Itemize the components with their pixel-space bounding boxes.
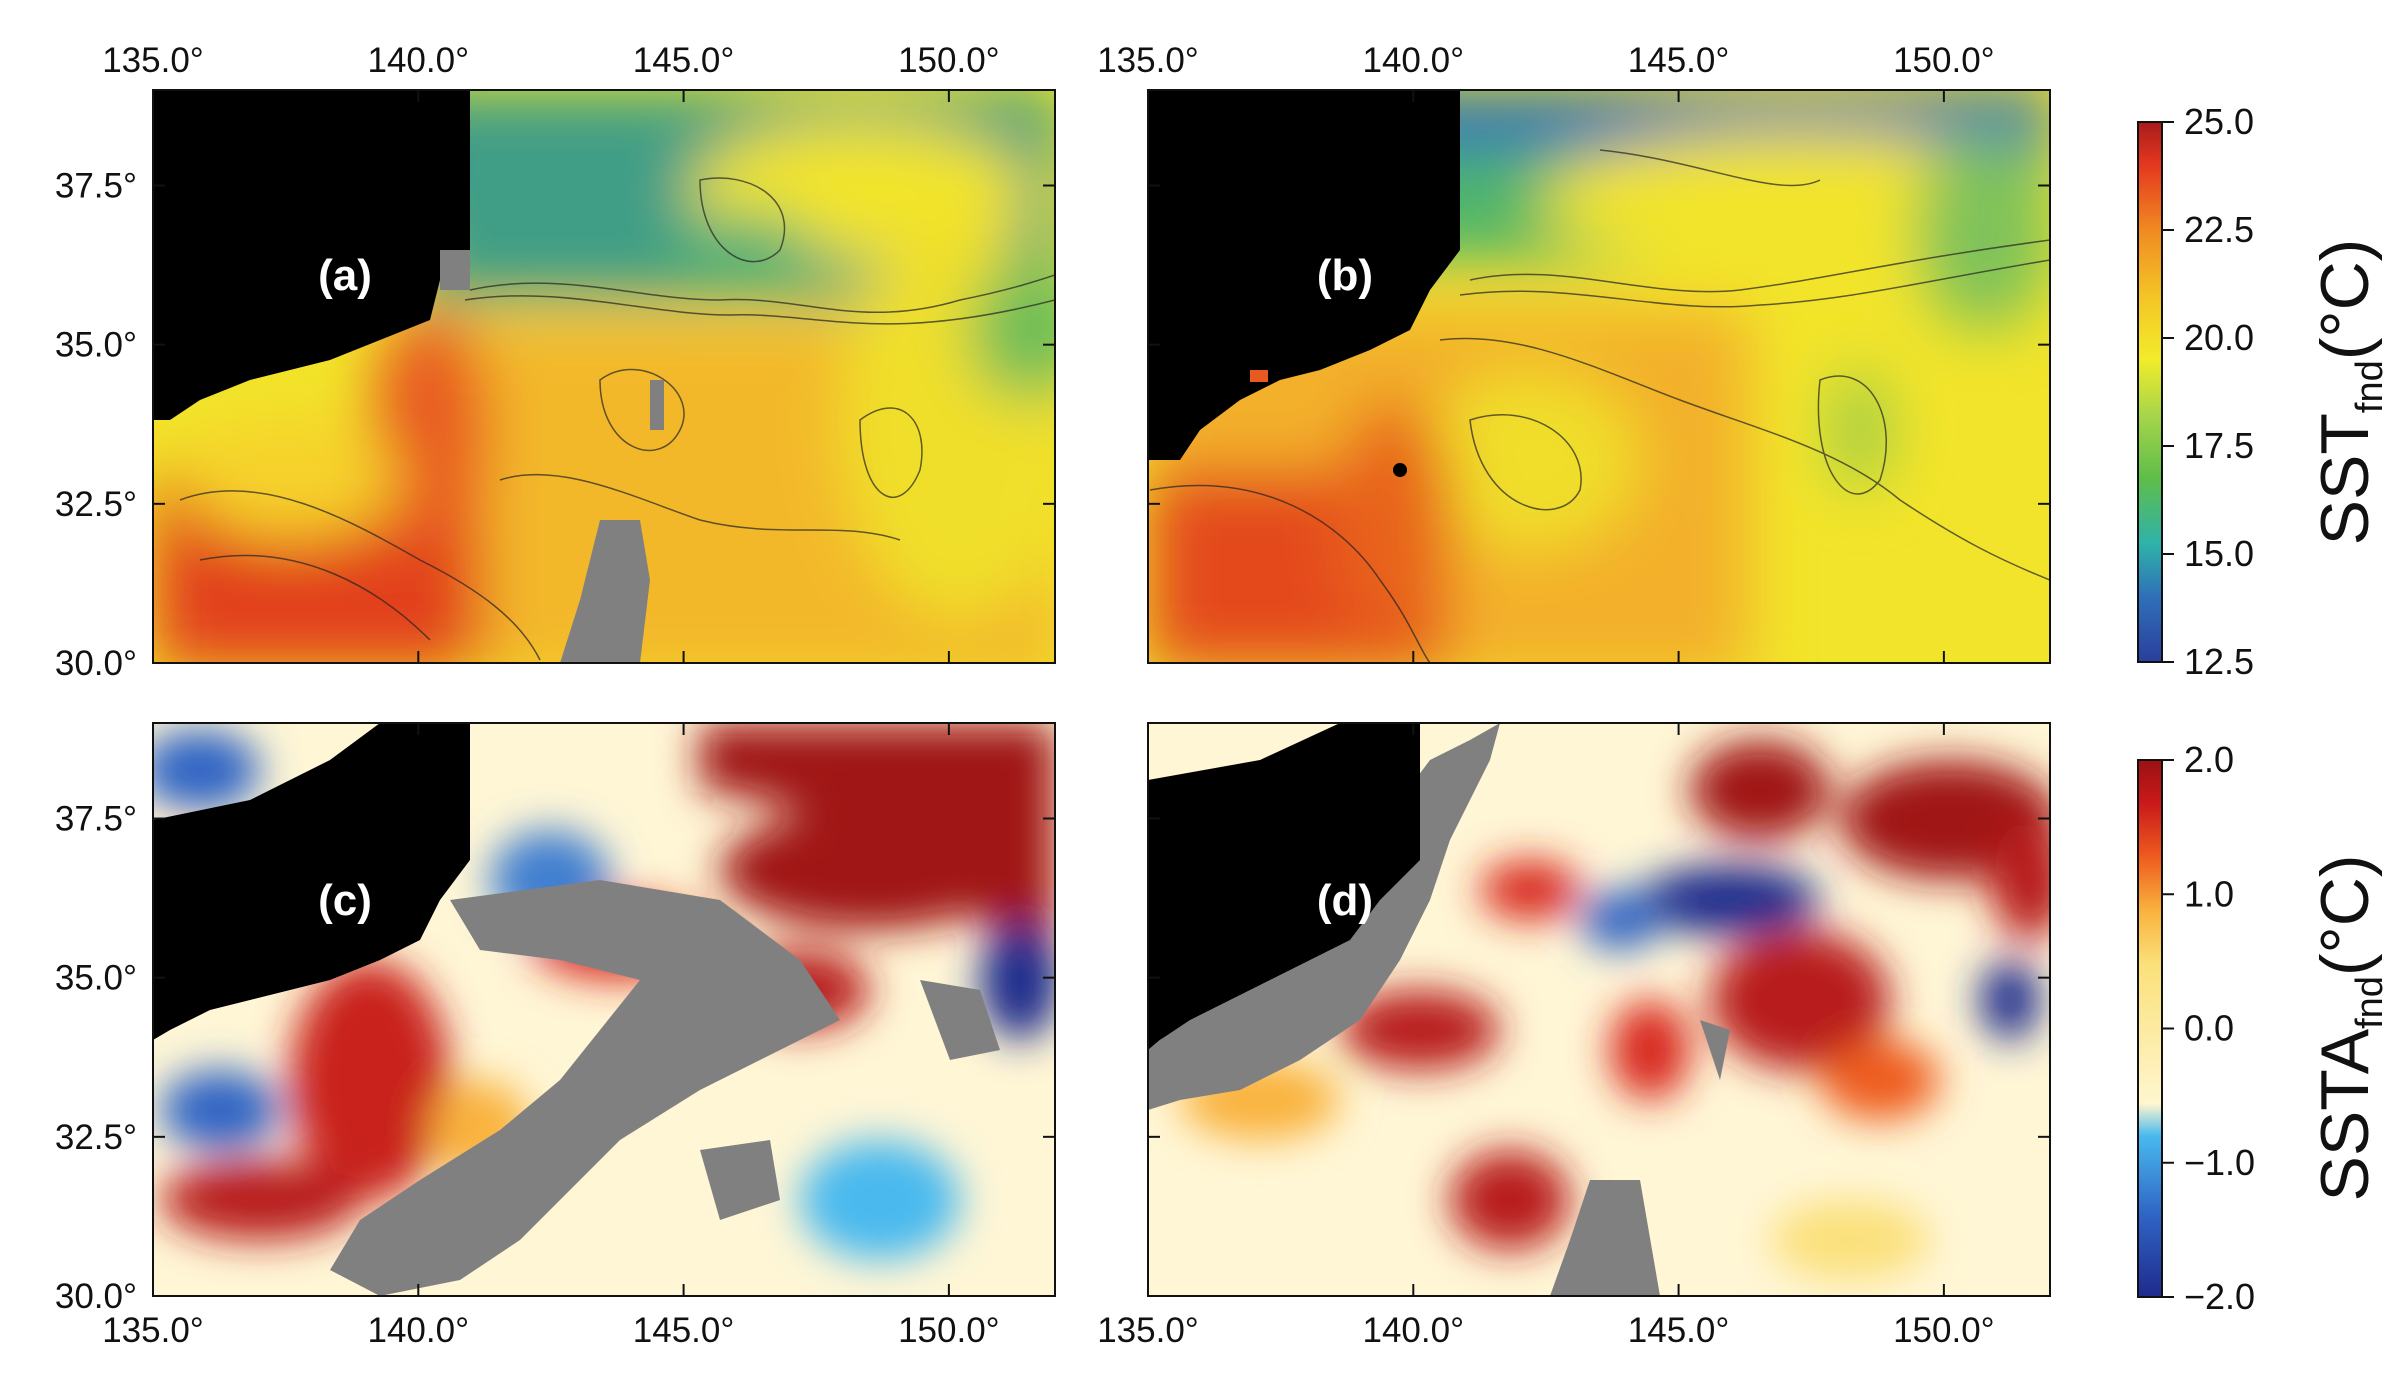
- colorbar-tick-label: 17.5: [2184, 425, 2254, 466]
- lon-tick-label: 135.0°: [102, 41, 204, 80]
- lon-tick-label: 145.0°: [633, 41, 735, 80]
- lon-tick-label: 145.0°: [1628, 41, 1730, 80]
- lat-tick-label: 37.5°: [55, 800, 137, 839]
- colorbar-tick-label: 22.5: [2184, 209, 2254, 250]
- panel-label-c: (c): [318, 876, 372, 925]
- colorbar-tick-label: −1.0: [2184, 1142, 2255, 1183]
- colorbar-tick-label: −2.0: [2184, 1276, 2255, 1317]
- panel-b-field: [1148, 90, 2050, 663]
- lat-tick-label: 32.5°: [55, 485, 137, 524]
- colorbar-ssta: 2.0 1.0 0.0 −1.0 −2.0 SSTAfnd(°C): [2137, 739, 2391, 1317]
- panel-c: (c): [152, 722, 1056, 1297]
- lat-tick-label: 37.5°: [55, 167, 137, 206]
- land-japan: [153, 723, 470, 1040]
- panel-label-b: (b): [1317, 251, 1373, 300]
- panel-c-field: [153, 723, 1055, 1296]
- panel-a-field: [153, 90, 1055, 663]
- colorbar-tick-label: 2.0: [2184, 739, 2234, 780]
- colorbar-tick-label: 12.5: [2184, 641, 2254, 682]
- lon-tick-label: 135.0°: [1097, 41, 1199, 80]
- lon-tick-label: 135.0°: [1097, 1311, 1199, 1350]
- colorbar-sst-ticks: 25.0 22.5 20.0 17.5 15.0 12.5: [2162, 101, 2254, 682]
- lon-tick-label: 150.0°: [1893, 1311, 1995, 1350]
- lon-tick-label: 150.0°: [1893, 41, 1995, 80]
- lon-tick-label: 150.0°: [898, 1311, 1000, 1350]
- panel-a: (a): [152, 89, 1056, 664]
- lon-tick-label: 140.0°: [1362, 1311, 1464, 1350]
- lon-tick-label: 140.0°: [1362, 41, 1464, 80]
- lon-tick-label: 150.0°: [898, 41, 1000, 80]
- lat-tick-label: 32.5°: [55, 1118, 137, 1157]
- colorbar-ssta-title-unit: (°C): [2307, 855, 2383, 977]
- colorbar-ssta-title: SSTAfnd(°C): [2307, 855, 2391, 1202]
- axes: 135.0° 140.0° 145.0° 150.0° 37.5° 35.0° 32.5° 3…: [55, 41, 2050, 1350]
- missing-data: [440, 250, 664, 663]
- colorbar-ssta-bar: [2137, 759, 2163, 1298]
- lon-tick-label: 135.0°: [102, 1311, 204, 1350]
- panel-label-a: (a): [318, 251, 372, 300]
- colorbar-sst-title: SSTfnd(°C): [2307, 239, 2391, 546]
- land-japan: [1148, 90, 1460, 477]
- colorbar-sst-title-unit: (°C): [2307, 239, 2383, 361]
- colorbar-tick-label: 25.0: [2184, 101, 2254, 142]
- panel-label-d: (d): [1317, 876, 1373, 925]
- lon-tick-label: 140.0°: [367, 41, 469, 80]
- colorbar-sst-title-sub: fnd: [2349, 360, 2391, 413]
- land-japan: [153, 90, 470, 420]
- panel-b: (b): [1147, 89, 2051, 664]
- lon-tick-label: 145.0°: [633, 1311, 735, 1350]
- panel-d: (d): [1147, 722, 2051, 1297]
- panel-d-field: [1148, 723, 2050, 1296]
- colorbar-tick-label: 15.0: [2184, 533, 2254, 574]
- lon-tick-label: 140.0°: [367, 1311, 469, 1350]
- colorbar-tick-label: 20.0: [2184, 317, 2254, 358]
- lat-tick-label: 30.0°: [55, 644, 137, 683]
- colorbar-sst: 25.0 22.5 20.0 17.5 15.0 12.5 SSTfnd(°C): [2137, 101, 2391, 682]
- lat-tick-label: 35.0°: [55, 959, 137, 998]
- colorbar-tick-label: 0.0: [2184, 1008, 2234, 1049]
- lat-tick-label: 30.0°: [55, 1277, 137, 1316]
- colorbar-tick-label: 1.0: [2184, 873, 2234, 914]
- colorbar-ssta-title-sub: fnd: [2349, 976, 2391, 1029]
- lat-tick-label: 35.0°: [55, 326, 137, 365]
- colorbar-ssta-title-main: SSTA: [2307, 1028, 2383, 1201]
- missing-data: [330, 880, 1000, 1296]
- colorbar-sst-title-main: SST: [2307, 413, 2383, 545]
- lon-tick-label: 145.0°: [1628, 1311, 1730, 1350]
- land-japan: [1148, 723, 1420, 1050]
- colorbar-ssta-ticks: 2.0 1.0 0.0 −1.0 −2.0: [2162, 739, 2255, 1317]
- colorbar-sst-bar: [2137, 121, 2163, 663]
